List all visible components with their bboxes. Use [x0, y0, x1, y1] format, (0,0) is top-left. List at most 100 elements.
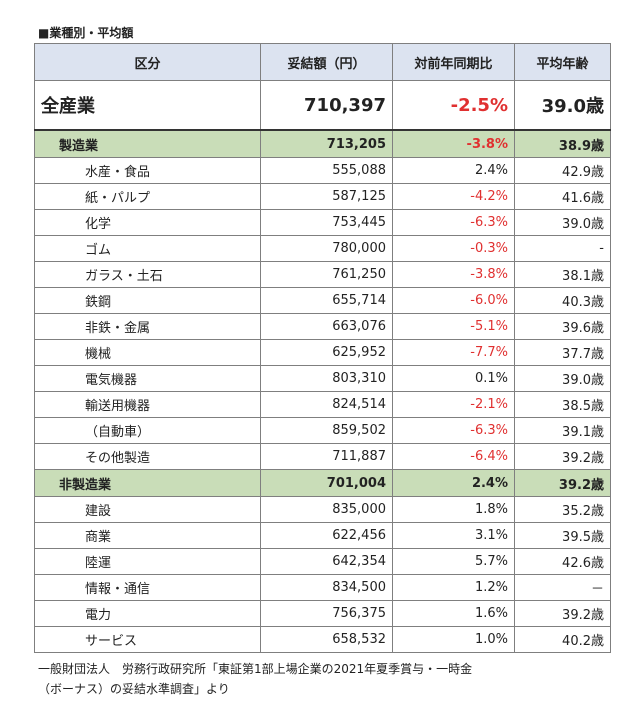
table-row: 化学 753,445 -6.3% 39.0歳 [34, 209, 611, 236]
table-row: 非鉄・金属 663,076 -5.1% 39.6歳 [34, 313, 611, 340]
group-row-label: 非製造業 [34, 469, 261, 497]
table-row-amount: 803,310 [260, 365, 393, 392]
table-row-change: -4.2% [392, 183, 515, 210]
table-row-amount: 658,532 [260, 626, 393, 653]
table-row-label: 化学 [34, 209, 261, 236]
table-row-age: 35.2歳 [514, 496, 611, 523]
table-row: その他製造 711,887 -6.4% 39.2歳 [34, 443, 611, 470]
group-row-amount: 701,004 [260, 469, 393, 497]
table-row-label: 紙・パルプ [34, 183, 261, 210]
table-row-change: -3.8% [392, 261, 515, 288]
table-row: （自動車） 859,502 -6.3% 39.1歳 [34, 417, 611, 444]
table-row: 商業 622,456 3.1% 39.5歳 [34, 522, 611, 549]
table-row-amount: 761,250 [260, 261, 393, 288]
source-note-line1: 一般財団法人 労務行政研究所「東証第1部上場企業の2021年夏季賞与・一時金 [38, 662, 473, 676]
table-row-amount: 834,500 [260, 574, 393, 601]
header-row: 区分 妥結額（円） 対前年同期比 平均年齢 [34, 43, 611, 81]
table-row-age: 38.5歳 [514, 391, 611, 418]
table-row-label: 情報・通信 [34, 574, 261, 601]
group-row-change: 2.4% [392, 469, 515, 497]
table-row-label: （自動車） [34, 417, 261, 444]
table-row-age: 38.1歳 [514, 261, 611, 288]
table-row-label: 鉄鋼 [34, 287, 261, 314]
table-row-amount: 780,000 [260, 235, 393, 262]
header-category: 区分 [34, 43, 261, 81]
table-row-change: 3.1% [392, 522, 515, 549]
table-row-label: サービス [34, 626, 261, 653]
table-row: 情報・通信 834,500 1.2% － [34, 574, 611, 601]
table-row-amount: 859,502 [260, 417, 393, 444]
table-row-change: 1.0% [392, 626, 515, 653]
source-note: 一般財団法人 労務行政研究所「東証第1部上場企業の2021年夏季賞与・一時金 （… [38, 659, 472, 699]
table-row: ゴム 780,000 -0.3% - [34, 235, 611, 262]
table-row-amount: 711,887 [260, 443, 393, 470]
table-row-label: 機械 [34, 339, 261, 366]
table-row-age: 39.0歳 [514, 365, 611, 392]
group-row-change: -3.8% [392, 129, 515, 158]
table-row-amount: 756,375 [260, 600, 393, 627]
table-row-age: 42.9歳 [514, 157, 611, 184]
group-row: 非製造業 701,004 2.4% 39.2歳 [34, 469, 611, 497]
table-row-change: 2.4% [392, 157, 515, 184]
table-row-change: -5.1% [392, 313, 515, 340]
group-row-label: 製造業 [34, 129, 261, 158]
table-row-age: 39.0歳 [514, 209, 611, 236]
table-row-change: -2.1% [392, 391, 515, 418]
table-row-change: 0.1% [392, 365, 515, 392]
table-row-label: その他製造 [34, 443, 261, 470]
total-row: 全産業 710,397 -2.5% 39.0歳 [34, 80, 611, 131]
table-row-age: 42.6歳 [514, 548, 611, 575]
table-row-amount: 625,952 [260, 339, 393, 366]
table-row-label: 建設 [34, 496, 261, 523]
table-row-label: 水産・食品 [34, 157, 261, 184]
table-row-amount: 824,514 [260, 391, 393, 418]
table-row-change: 1.8% [392, 496, 515, 523]
total-age: 39.0歳 [514, 80, 611, 131]
table-row-change: 1.2% [392, 574, 515, 601]
group-row-amount: 713,205 [260, 129, 393, 158]
table-row-amount: 753,445 [260, 209, 393, 236]
bonus-table: 区分 妥結額（円） 対前年同期比 平均年齢 全産業 710,397 -2.5% … [34, 43, 611, 653]
table-row-change: -7.7% [392, 339, 515, 366]
table-row-amount: 555,088 [260, 157, 393, 184]
table-row-label: ガラス・土石 [34, 261, 261, 288]
total-label: 全産業 [34, 80, 261, 131]
table-row: 輸送用機器 824,514 -2.1% 38.5歳 [34, 391, 611, 418]
table-row-amount: 655,714 [260, 287, 393, 314]
table-title: ■業種別・平均額 [38, 26, 134, 40]
table-row-change: 5.7% [392, 548, 515, 575]
table-row-age: 40.2歳 [514, 626, 611, 653]
table-row-label: 陸運 [34, 548, 261, 575]
table-row-label: ゴム [34, 235, 261, 262]
group-row: 製造業 713,205 -3.8% 38.9歳 [34, 129, 611, 158]
table-body: 全産業 710,397 -2.5% 39.0歳 製造業 713,205 -3.8% 3… [34, 80, 611, 653]
table-row-age: － [514, 574, 611, 601]
table-row-age: 39.1歳 [514, 417, 611, 444]
header-amount: 妥結額（円） [260, 43, 393, 81]
table-row-amount: 622,456 [260, 522, 393, 549]
total-change: -2.5% [392, 80, 515, 131]
header-age: 平均年齢 [514, 43, 611, 81]
table-row-age: 41.6歳 [514, 183, 611, 210]
table-row-age: - [514, 235, 611, 262]
table-row-age: 37.7歳 [514, 339, 611, 366]
table-row-change: -6.3% [392, 417, 515, 444]
table-row: 建設 835,000 1.8% 35.2歳 [34, 496, 611, 523]
table-row-amount: 642,354 [260, 548, 393, 575]
table-row-amount: 663,076 [260, 313, 393, 340]
table-row: 水産・食品 555,088 2.4% 42.9歳 [34, 157, 611, 184]
table-row-age: 39.2歳 [514, 443, 611, 470]
table-row: 紙・パルプ 587,125 -4.2% 41.6歳 [34, 183, 611, 210]
table-row-age: 39.5歳 [514, 522, 611, 549]
table-row-change: -0.3% [392, 235, 515, 262]
total-amount: 710,397 [260, 80, 393, 131]
table-row: 機械 625,952 -7.7% 37.7歳 [34, 339, 611, 366]
table-row: サービス 658,532 1.0% 40.2歳 [34, 626, 611, 653]
table-row: ガラス・土石 761,250 -3.8% 38.1歳 [34, 261, 611, 288]
table-row-label: 非鉄・金属 [34, 313, 261, 340]
table-row: 電気機器 803,310 0.1% 39.0歳 [34, 365, 611, 392]
table-row-age: 39.6歳 [514, 313, 611, 340]
table-row-amount: 835,000 [260, 496, 393, 523]
group-row-age: 39.2歳 [514, 469, 611, 497]
table-row-label: 商業 [34, 522, 261, 549]
